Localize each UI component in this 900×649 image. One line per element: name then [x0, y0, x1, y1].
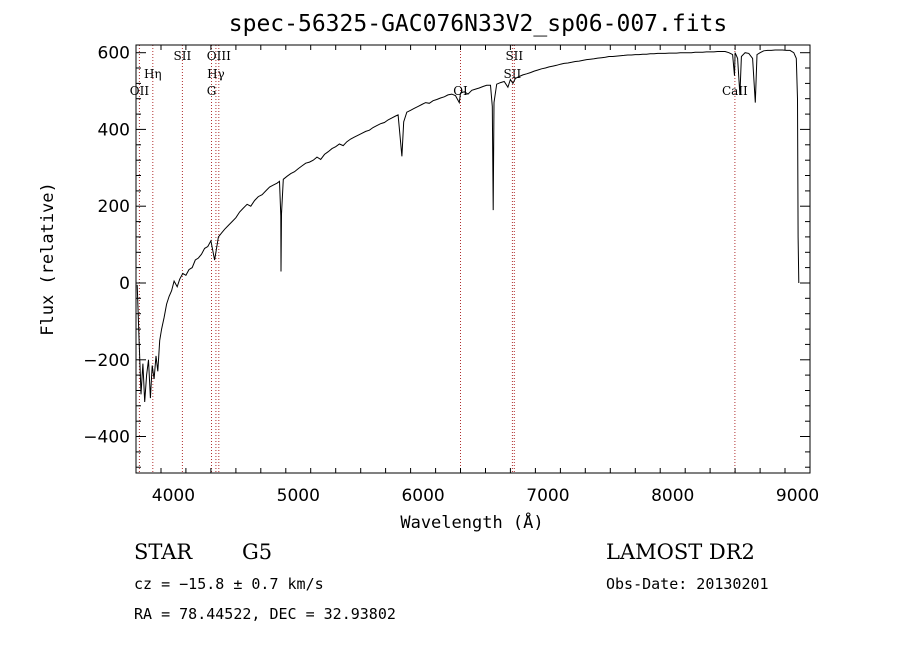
y-tick-label: 600: [98, 44, 130, 64]
x-axis-label: Wavelength (Å): [400, 511, 543, 533]
x-tick-label: 6000: [401, 486, 444, 506]
chart-title: spec-56325-GAC076N33V2_sp06-007.fits: [229, 11, 728, 37]
line-marker-label: CaII: [722, 84, 748, 98]
x-tick-label: 7000: [526, 486, 569, 506]
y-axis-ticks: −400 −200 0 200 400 600: [83, 44, 810, 468]
line-markers: OII Hη SII G Hγ OIII OI SII SII CaII: [130, 45, 748, 473]
object-subclass: G5: [242, 540, 272, 564]
y-tick-label: −400: [83, 428, 130, 448]
x-axis-ticks: 4000 5000 6000 7000 8000 9000: [135, 45, 819, 506]
y-tick-label: 200: [98, 197, 130, 217]
object-class: STAR: [134, 540, 193, 564]
line-marker-label: Hγ: [207, 67, 225, 81]
line-marker-label: OII: [130, 84, 150, 98]
line-marker-label: OI: [453, 84, 468, 98]
y-tick-label: 0: [119, 274, 130, 294]
y-axis-label: Flux (relative): [38, 182, 58, 336]
x-tick-label: 5000: [277, 486, 320, 506]
line-marker-label: OIII: [207, 49, 231, 63]
x-tick-label: 4000: [152, 486, 195, 506]
line-marker-label: SII: [504, 67, 522, 81]
y-tick-label: 400: [98, 120, 130, 140]
line-marker-label: SII: [174, 49, 192, 63]
line-marker-label: SII: [505, 49, 523, 63]
y-tick-label: −200: [83, 351, 130, 371]
plot-frame: [135, 44, 811, 474]
survey-name: LAMOST DR2: [606, 540, 755, 564]
x-tick-label: 8000: [651, 486, 694, 506]
x-tick-label: 9000: [776, 486, 819, 506]
redshift-cz: cz = −15.8 ± 0.7 km/s: [134, 575, 324, 593]
ra-dec-coordinates: RA = 78.44522, DEC = 32.93802: [134, 605, 396, 623]
observation-date: Obs-Date: 20130201: [606, 575, 769, 593]
line-marker-label: G: [207, 84, 217, 98]
line-marker-label: Hη: [144, 67, 162, 81]
spectrum-series-line: [136, 49, 800, 403]
